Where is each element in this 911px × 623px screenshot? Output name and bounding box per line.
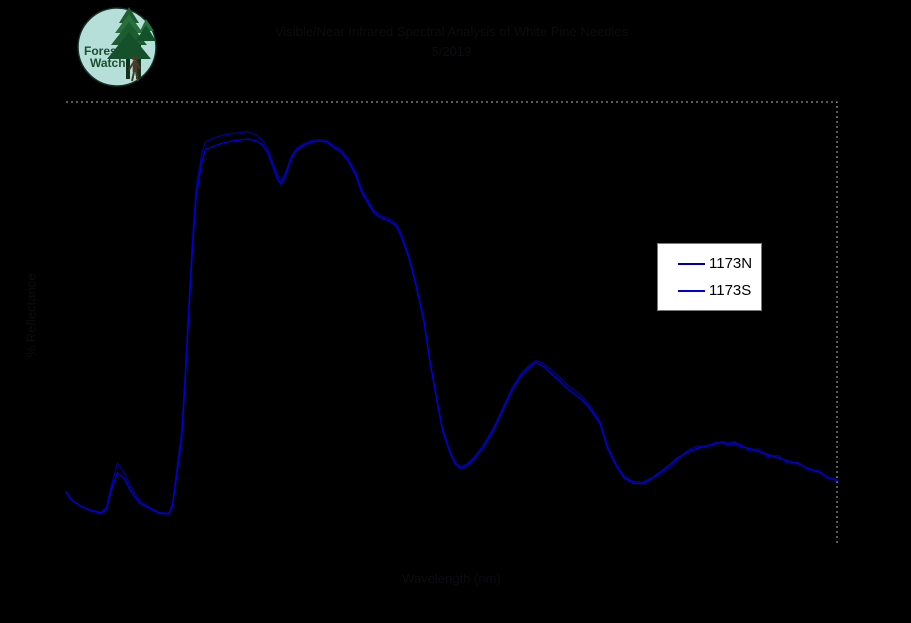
chart-title-line1: Visible/Near Infrared Spectral Analysis … [274, 24, 629, 39]
legend-label-1173N: 1173N [709, 255, 753, 272]
legend-line-sample-1173S [678, 289, 705, 292]
legend-label-1173S: 1173S [709, 282, 752, 299]
legend-line-sample-1173N [678, 262, 705, 265]
chart-title-line2: 5/2019 [431, 44, 472, 59]
plot-area-border [66, 101, 838, 545]
forest-watch-logo-image: Forest Watch [77, 7, 157, 87]
logo-text-line2: Watch [90, 56, 126, 70]
series-line-1173S [65, 138, 838, 515]
x-axis-label: Wavelength (nm) [402, 571, 501, 586]
pine-tree-icon [107, 7, 156, 79]
legend: 1173N 1173S [657, 243, 762, 311]
forest-watch-logo: Forest Watch [76, 5, 168, 91]
y-axis-label: % Reflectance [23, 273, 39, 358]
logo-text-line1: Forest [84, 44, 121, 58]
legend-entry-1173S: 1173S [658, 283, 761, 298]
legend-entry-1173N: 1173N [658, 256, 761, 271]
person-icon [128, 55, 141, 82]
